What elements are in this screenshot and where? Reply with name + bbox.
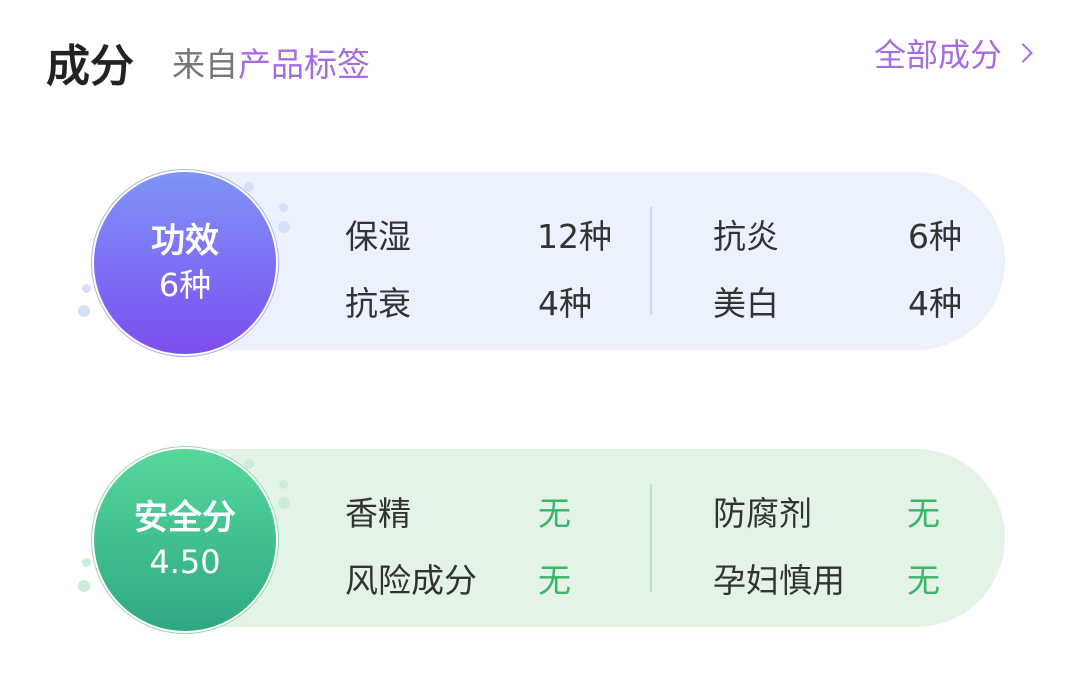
badge-value: 4.50 [149, 543, 221, 581]
source-tag-link[interactable]: 产品标签 [238, 45, 370, 84]
decor-dot [78, 305, 90, 317]
efficacy-badge: 功效 6种 [94, 172, 276, 354]
item-value: 无 [907, 561, 940, 600]
item-value: 4种 [908, 284, 962, 323]
item-label: 风险成分 [345, 561, 477, 600]
badge-value: 6种 [158, 266, 212, 304]
divider [650, 207, 652, 315]
item-value: 无 [907, 494, 940, 533]
item-value: 6种 [908, 217, 962, 256]
item-label: 美白 [713, 284, 779, 323]
all-ingredients-label: 全部成分 [873, 36, 1002, 74]
item-value: 12种 [537, 217, 612, 256]
section-title: 成分 [46, 41, 134, 92]
decor-dot [244, 182, 254, 192]
item-value: 无 [538, 561, 571, 600]
decor-dot [279, 203, 288, 212]
decor-dot [78, 580, 90, 592]
safety-badge: 安全分 4.50 [94, 449, 276, 631]
decor-dot [279, 480, 288, 489]
decor-dot [82, 284, 91, 293]
source-label: 来自产品标签 [172, 38, 370, 86]
efficacy-card[interactable] [185, 172, 1005, 350]
item-label: 孕妇慎用 [713, 561, 845, 600]
divider [650, 484, 652, 592]
decor-dot [278, 221, 290, 233]
badge-title: 功效 [151, 221, 219, 261]
item-label: 香精 [345, 494, 411, 533]
item-label: 抗炎 [713, 217, 779, 256]
decor-dot [278, 497, 290, 509]
item-label: 抗衰 [345, 284, 411, 323]
decor-dot [244, 459, 254, 469]
item-label: 防腐剂 [713, 494, 812, 533]
badge-title: 安全分 [134, 498, 236, 538]
item-value: 无 [538, 494, 571, 533]
source-prefix: 来自 [172, 45, 238, 84]
safety-card[interactable] [185, 449, 1005, 627]
item-label: 保湿 [345, 217, 411, 256]
all-ingredients-link[interactable]: 全部成分 [873, 30, 1033, 76]
chevron-right-icon [1013, 43, 1033, 63]
item-value: 4种 [538, 284, 592, 323]
decor-dot [82, 558, 91, 567]
